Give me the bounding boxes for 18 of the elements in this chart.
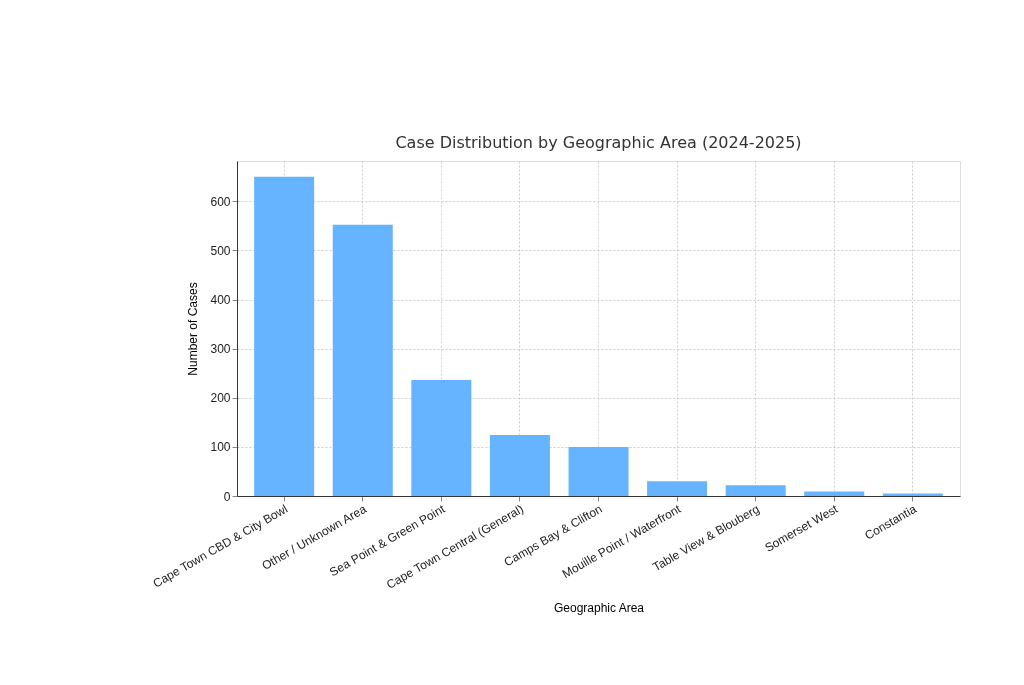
y-tick-label: 300 bbox=[210, 342, 231, 357]
bar bbox=[411, 380, 472, 496]
y-tick-label: 200 bbox=[210, 391, 231, 406]
bar bbox=[254, 176, 315, 496]
bar bbox=[332, 224, 393, 496]
bar bbox=[725, 485, 786, 496]
x-axis-title: Geographic Area bbox=[553, 601, 645, 616]
bar bbox=[804, 491, 865, 496]
y-tick-label: 400 bbox=[210, 293, 231, 308]
y-tick-label: 100 bbox=[210, 440, 231, 455]
y-tick-label: 600 bbox=[210, 194, 231, 209]
bar bbox=[568, 446, 629, 496]
chart-title: Case Distribution by Geographic Area (2024-2025) bbox=[395, 133, 802, 152]
bar bbox=[489, 435, 550, 496]
bar bbox=[647, 481, 708, 496]
y-tick-label: 0 bbox=[223, 489, 231, 504]
y-axis-title: Number of Cases bbox=[186, 282, 201, 376]
y-tick-label: 500 bbox=[210, 243, 231, 258]
